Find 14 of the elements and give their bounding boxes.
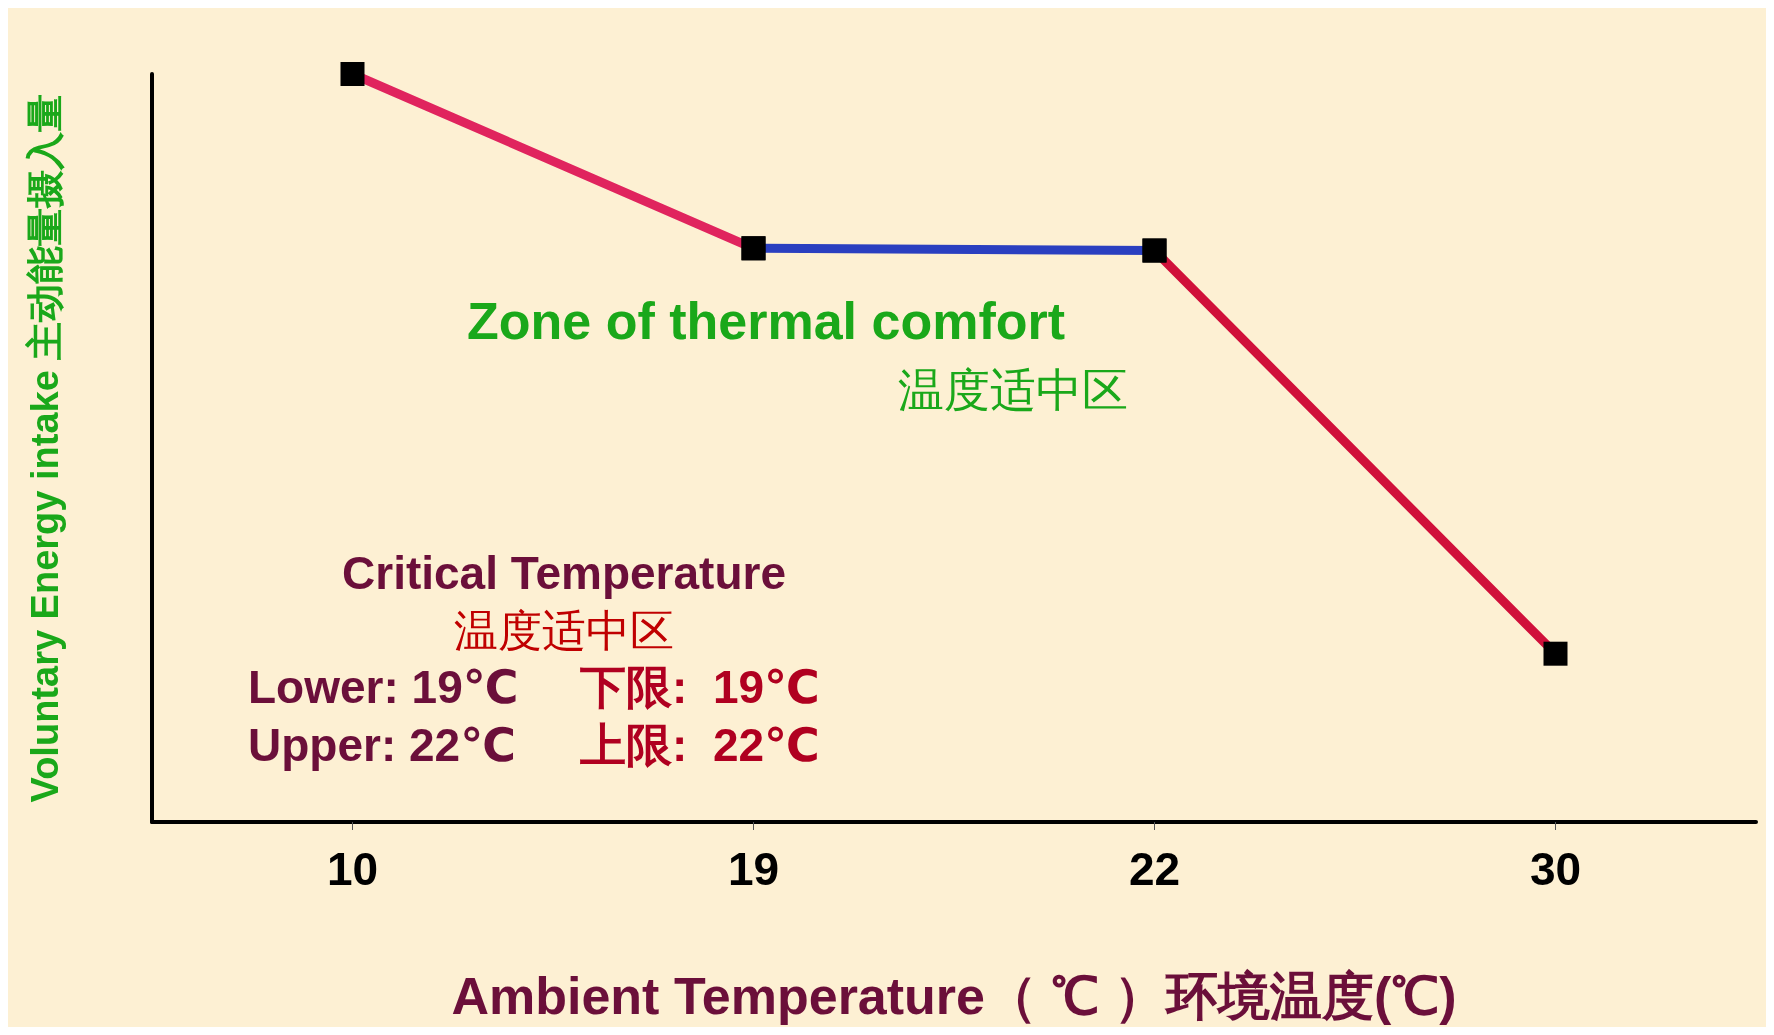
x-tick-label: 22 xyxy=(1128,843,1181,895)
annotation: 温度适中区 xyxy=(898,364,1128,416)
x-tick-label: 10 xyxy=(326,843,379,895)
annotation: Upper: 22℃ xyxy=(248,719,516,771)
annotation: 下限: 19℃ xyxy=(580,661,820,713)
annotation: 上限: 22℃ xyxy=(580,719,820,771)
annotation: 温度适中区 xyxy=(454,605,674,655)
x-tick-label: 19 xyxy=(727,843,780,895)
x-tick-label: 30 xyxy=(1529,843,1582,895)
annotation: Critical Temperature xyxy=(342,547,786,599)
annotation: Lower: 19℃ xyxy=(248,661,519,713)
annotation: Zone of thermal comfort xyxy=(466,292,1066,350)
x-axis-title: Ambient Temperature（ ℃ ）环境温度(℃) xyxy=(451,967,1457,1025)
y-axis-title: Voluntary Energy intake 主动能量摄入量 xyxy=(24,93,66,803)
